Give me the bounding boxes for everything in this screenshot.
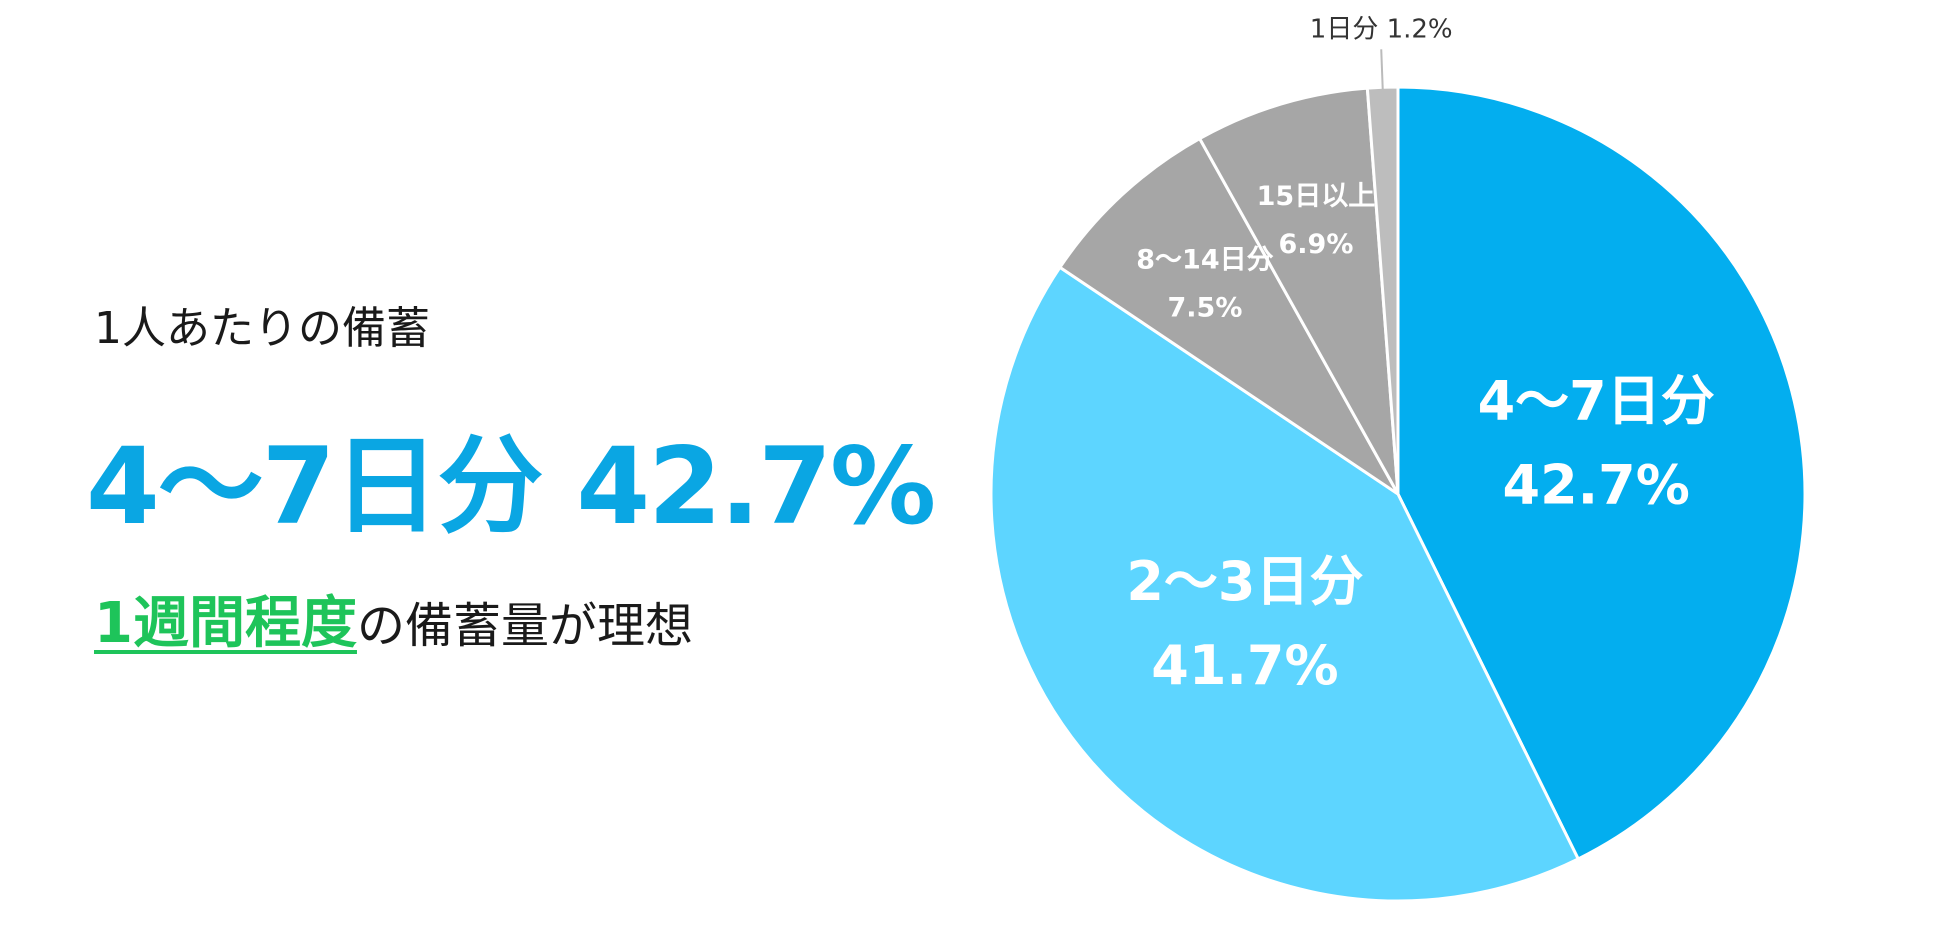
pie-label-3: 8〜14日分 <box>1136 244 1273 275</box>
pie-label-2: 2〜3日分 <box>1126 550 1363 613</box>
pie-value-1: 42.7% <box>1503 454 1690 517</box>
pie-label-1: 4〜7日分 <box>1478 370 1715 433</box>
one-week-highlight: 1週間程度 <box>94 591 357 656</box>
pie-label-4: 15日以上 <box>1257 181 1376 212</box>
pie-value-2: 41.7% <box>1151 634 1338 697</box>
pie-label-outside-5: 1日分 1.2% <box>1310 14 1453 44</box>
ideal-stock-note-text: の備蓄量が理想 <box>356 598 693 654</box>
pie-value-4: 6.9% <box>1278 229 1353 260</box>
pie-slice-1 <box>1396 85 1807 861</box>
pie-slice-3 <box>1057 136 1400 496</box>
pie-slice-2 <box>989 265 1581 903</box>
pie-value-3: 7.5% <box>1167 292 1242 323</box>
ideal-stock-note: 1週間程度の備蓄量が理想 <box>94 578 693 659</box>
leader-line-5 <box>1380 49 1384 90</box>
headline-panel: 1人あたりの備蓄 4〜7日分 42.7% 1週間程度の備蓄量が理想 <box>86 0 974 934</box>
pie-slice-4 <box>1197 86 1400 495</box>
per-person-stock-label: 1人あたりの備蓄 <box>94 303 430 354</box>
top-result-headline: 4〜7日分 42.7% <box>86 425 936 548</box>
